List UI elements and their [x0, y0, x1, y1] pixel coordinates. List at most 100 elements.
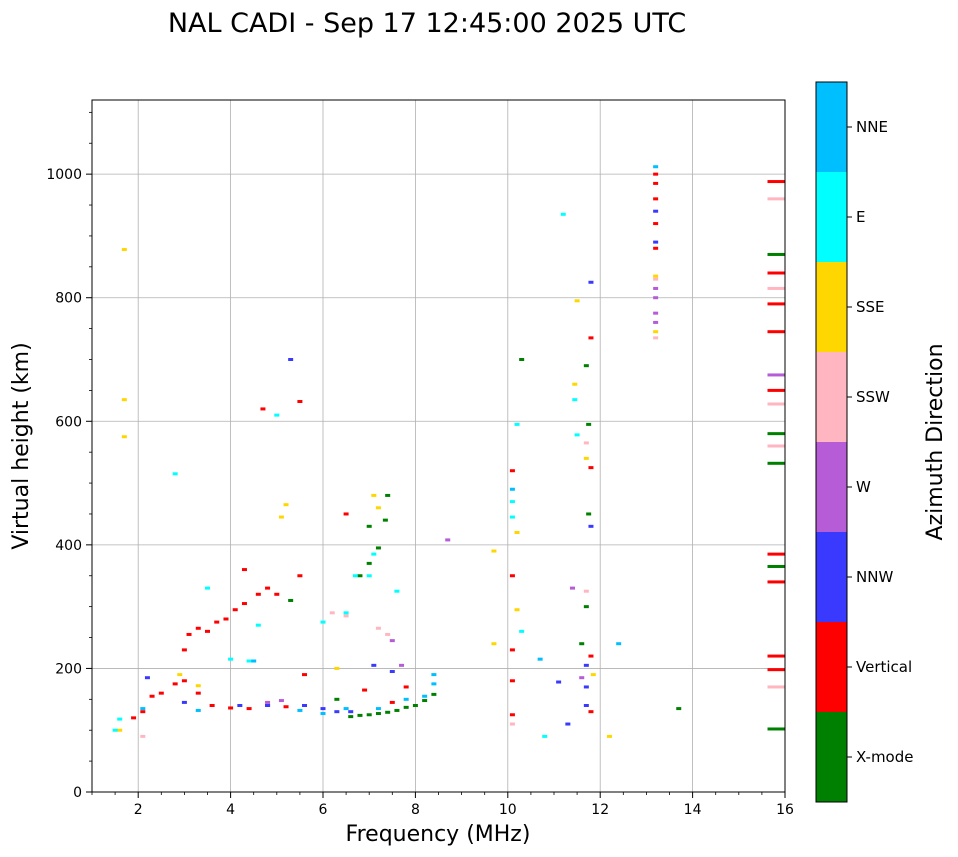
echo-point-nnw [583, 685, 589, 689]
echo-point-sse [121, 398, 127, 402]
echo-point-ssw [583, 589, 589, 593]
echo-point-ssw [653, 336, 659, 340]
echo-point-e [320, 620, 326, 624]
echo-point-vertical [214, 620, 220, 624]
echo-point-e [112, 728, 118, 732]
echo-point-sse [371, 493, 377, 497]
y-tick-label: 0 [73, 785, 82, 801]
echo-point-vertical [297, 400, 303, 404]
echo-point-x-mode [375, 546, 381, 550]
echo-point-nne [320, 712, 326, 716]
echo-point-vertical [302, 673, 308, 677]
echo-point-x-mode [422, 699, 428, 703]
echo-point-ssw [583, 441, 589, 445]
echo-point-vertical [205, 629, 210, 633]
echo-point-x-mode [357, 713, 363, 717]
echo-point-sse [283, 503, 289, 507]
echo-point-nne [343, 707, 349, 711]
colorbar-title: Azimuth Direction [923, 343, 948, 540]
echo-point-nne [509, 487, 515, 491]
echo-point-e [343, 611, 349, 615]
echo-point-x-mode [366, 561, 372, 565]
echo-point-vertical [362, 688, 368, 692]
echo-point-vertical [149, 694, 155, 698]
echo-point-x-mode [431, 692, 437, 696]
echo-point-nnw [389, 670, 395, 674]
echo-point-e [246, 659, 252, 663]
colorbar-swatch-sse [816, 262, 847, 352]
echo-point-nne [537, 657, 543, 661]
echo-point-nne [653, 165, 659, 169]
echo-point-sse [177, 673, 183, 677]
echo-point-sse [574, 299, 580, 303]
echo-point-w [653, 311, 659, 315]
echo-point-sse [121, 248, 127, 252]
echo-point-x-mode [767, 727, 785, 731]
echo-point-sse [278, 515, 284, 519]
echo-point-e [172, 472, 178, 476]
echo-point-x-mode [334, 697, 340, 701]
echo-point-vertical [767, 180, 785, 184]
echo-point-ssw [509, 722, 515, 726]
echo-point-ssw [653, 277, 659, 281]
echo-point-sse [334, 666, 340, 670]
echo-point-sse [606, 734, 612, 738]
echo-point-ssw [375, 626, 381, 630]
echo-point-vertical [509, 469, 515, 473]
echo-point-e [514, 422, 520, 426]
echo-point-vertical [181, 679, 187, 683]
echo-point-vertical [260, 407, 266, 411]
x-tick-label: 10 [499, 802, 517, 818]
echo-point-w [579, 676, 585, 680]
colorbar-label: SSW [856, 388, 890, 406]
colorbar-label: X-mode [856, 748, 913, 766]
echo-point-x-mode [366, 713, 372, 717]
colorbar-label: E [856, 208, 865, 226]
x-tick-label: 16 [776, 802, 794, 818]
echo-point-vertical [228, 706, 234, 710]
x-tick-label: 12 [591, 802, 609, 818]
echo-point-e [371, 552, 377, 556]
colorbar-swatch-x-mode [816, 712, 847, 802]
echo-point-vertical [767, 330, 785, 334]
echo-point-x-mode [583, 605, 589, 609]
echo-point-ssw [767, 197, 785, 201]
echo-point-e [366, 574, 372, 578]
echo-point-nnw [371, 663, 377, 667]
echo-point-vertical [232, 608, 238, 612]
echo-point-w [653, 286, 659, 290]
echo-point-nnw [565, 722, 571, 726]
echo-point-vertical [274, 592, 280, 596]
echo-point-e [228, 657, 234, 661]
echo-point-vertical [172, 682, 178, 686]
echo-point-sse [514, 608, 520, 612]
echo-point-vertical [588, 654, 594, 658]
echo-point-ssw [767, 286, 785, 290]
echo-point-nne [422, 694, 428, 698]
echo-point-vertical [767, 388, 785, 392]
echo-point-vertical [209, 704, 215, 707]
colorbar-swatch-nnw [816, 532, 847, 622]
echo-point-vertical [588, 710, 594, 714]
echo-point-w [389, 639, 395, 643]
echo-point-ssw [329, 611, 335, 615]
x-tick-label: 4 [226, 802, 235, 818]
echo-point-w [767, 373, 785, 377]
plot-frame [91, 99, 786, 793]
echo-point-e [560, 212, 566, 216]
x-axis-ticks: 2 4 6 8 10 12 14 16 [91, 792, 794, 818]
echo-point-sse [491, 642, 497, 646]
echo-point-w [265, 700, 271, 704]
colorbar-label: NNW [856, 568, 893, 586]
echo-point-vertical [265, 586, 271, 590]
echo-point-sse [491, 549, 497, 553]
echo-point-vertical [389, 700, 395, 704]
chart-title: NAL CADI - Sep 17 12:45:00 2025 UTC [168, 8, 686, 39]
echo-point-vertical [241, 568, 247, 572]
echo-point-vertical [223, 617, 229, 621]
echo-point-sse [195, 684, 201, 688]
colorbar-swatch-w [816, 442, 847, 532]
echo-point-vertical [767, 552, 785, 556]
echo-point-x-mode [767, 564, 785, 568]
echo-point-ssw [767, 444, 785, 448]
